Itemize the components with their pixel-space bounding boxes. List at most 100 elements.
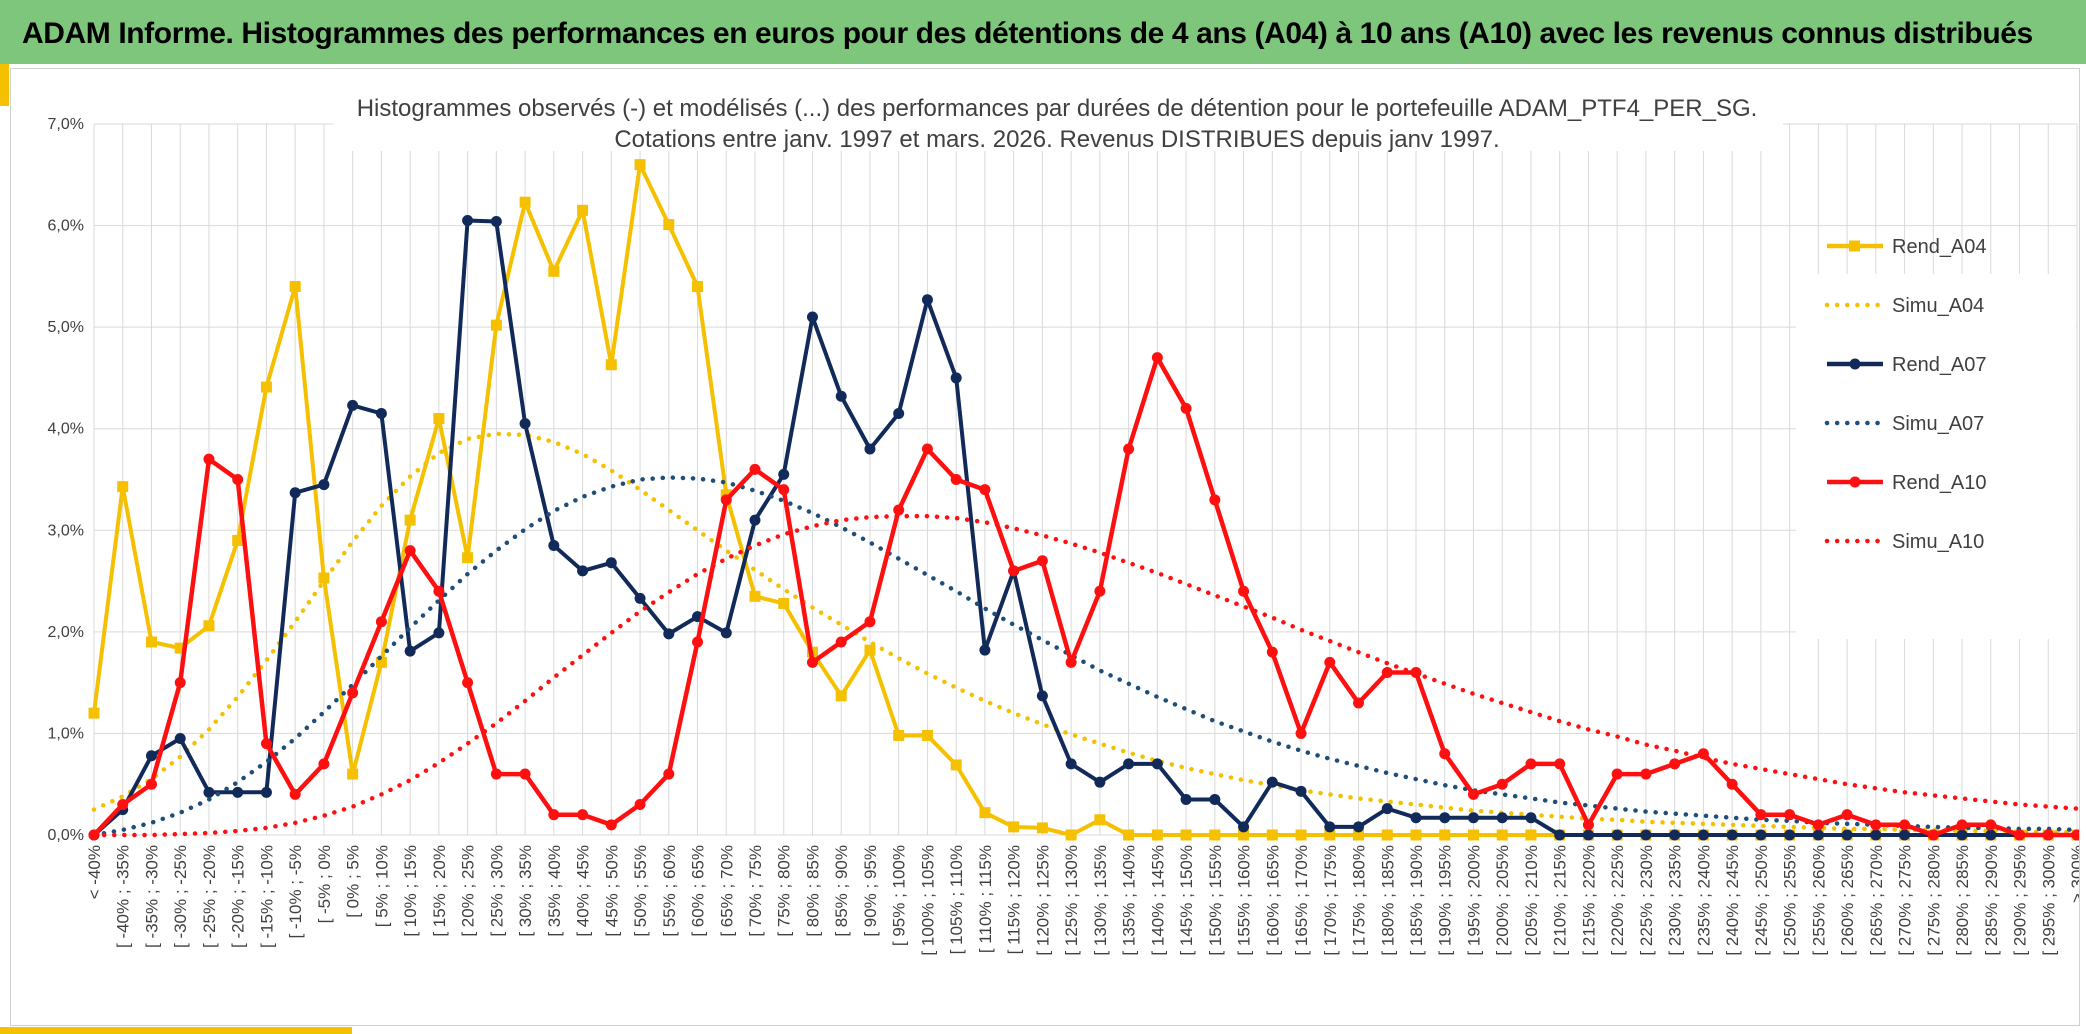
legend-label: Simu_A04 (1892, 295, 1984, 317)
y-tick-label: 0,0% (48, 827, 84, 844)
data-point (1841, 809, 1853, 821)
data-point (1065, 829, 1077, 841)
data-point (1324, 829, 1336, 841)
data-point (232, 786, 244, 798)
data-point (117, 481, 129, 493)
x-axis-ticks: < -40% [ -40% ; -35% [ -35% ; -30% [ -30% ;… (85, 845, 2079, 956)
legend-item-Rend_A10: Rend_A10 (1827, 472, 1987, 494)
x-tick-label: [ 290% ; 295% (2011, 845, 2030, 956)
data-point (548, 809, 560, 821)
data-point (1870, 829, 1882, 841)
data-point (1324, 656, 1336, 668)
data-point (174, 642, 186, 654)
data-point (1496, 778, 1508, 790)
data-point (577, 204, 589, 216)
x-tick-label: [ -15% ; -10% (257, 845, 276, 948)
x-tick-label: [ 190% ; 195% (1436, 845, 1455, 956)
data-point (663, 768, 675, 780)
data-point (950, 474, 962, 485)
data-point (605, 359, 617, 371)
legend-marker (1849, 358, 1861, 370)
data-point (1151, 829, 1163, 841)
data-point (893, 504, 905, 516)
x-tick-label: [ 175% ; 180% (1350, 845, 1369, 956)
series-line-Rend_A10 (92, 355, 2077, 838)
data-point (1123, 758, 1135, 770)
x-tick-label: [ 10% ; 15% (401, 845, 420, 937)
data-point (1209, 829, 1221, 841)
data-point (1755, 809, 1767, 821)
data-point (1899, 819, 1911, 831)
data-point (1410, 812, 1422, 824)
data-point (260, 381, 272, 393)
data-point (1151, 352, 1163, 364)
data-point (1439, 748, 1451, 760)
data-point (433, 585, 445, 597)
data-point (1554, 829, 1566, 841)
data-point (577, 565, 589, 577)
data-point (720, 627, 732, 639)
x-tick-label: [ 260% ; 265% (1838, 845, 1857, 956)
x-tick-label: [ 135% ; 140% (1120, 845, 1139, 956)
data-point (1266, 829, 1278, 841)
x-tick-label: [ 200% ; 205% (1493, 845, 1512, 956)
data-point (347, 768, 359, 780)
x-tick-label: [ -40% ; -35% (114, 845, 133, 948)
x-tick-label: [ 220% ; 225% (1608, 845, 1627, 956)
data-point (519, 196, 531, 208)
x-tick-label: [ -35% ; -30% (142, 845, 161, 948)
accent-stripe-left (0, 64, 9, 106)
data-point (1496, 829, 1508, 841)
y-tick-label: 7,0% (48, 116, 84, 133)
data-point (1238, 829, 1250, 841)
x-tick-label: [ 250% ; 255% (1781, 845, 1800, 956)
data-point (1956, 819, 1968, 831)
data-point (1870, 819, 1882, 831)
data-point (921, 729, 933, 741)
series-group (88, 159, 2079, 841)
x-tick-label: [ 95% ; 100% (890, 845, 909, 946)
data-point (1295, 727, 1307, 739)
data-point (347, 399, 359, 411)
y-tick-label: 5,0% (48, 319, 84, 336)
data-point (605, 819, 617, 831)
data-point (663, 219, 675, 231)
x-tick-label: [ 245% ; 250% (1752, 845, 1771, 956)
data-point (1611, 829, 1623, 841)
data-point (145, 636, 157, 648)
data-point (1381, 666, 1393, 678)
data-point (893, 407, 905, 419)
gridlines (93, 123, 2078, 836)
x-tick-label: [ -10% ; -5% (286, 845, 305, 939)
data-point (1669, 829, 1681, 841)
y-tick-label: 4,0% (48, 421, 84, 438)
data-point (835, 636, 847, 648)
data-point (864, 644, 876, 656)
data-point (462, 552, 474, 564)
data-point (1381, 829, 1393, 841)
data-point (749, 590, 761, 602)
data-point (577, 809, 589, 821)
data-point (1036, 822, 1048, 834)
y-tick-label: 6,0% (48, 218, 84, 235)
data-point (979, 807, 991, 819)
legend-label: Rend_A07 (1892, 354, 1987, 376)
data-point (1467, 812, 1479, 824)
x-tick-label: [ 270% ; 275% (1896, 845, 1915, 956)
data-point (1927, 829, 1939, 841)
x-tick-label: [ -30% ; -25% (171, 845, 190, 948)
data-point (1353, 697, 1365, 709)
legend-marker (1849, 240, 1860, 252)
x-tick-label: [ 205% ; 210% (1522, 845, 1541, 956)
data-point (462, 677, 474, 689)
data-point (203, 453, 215, 465)
data-point (1295, 829, 1307, 841)
data-point (835, 690, 847, 702)
data-point (1008, 821, 1020, 833)
x-tick-label: [ 70% ; 75% (746, 845, 765, 937)
data-point (174, 733, 186, 745)
x-tick-label: [ 170% ; 175% (1321, 845, 1340, 956)
data-point (1956, 829, 1968, 841)
x-tick-label: [ 265% ; 270% (1867, 845, 1886, 956)
legend-label: Simu_A07 (1892, 413, 1984, 435)
